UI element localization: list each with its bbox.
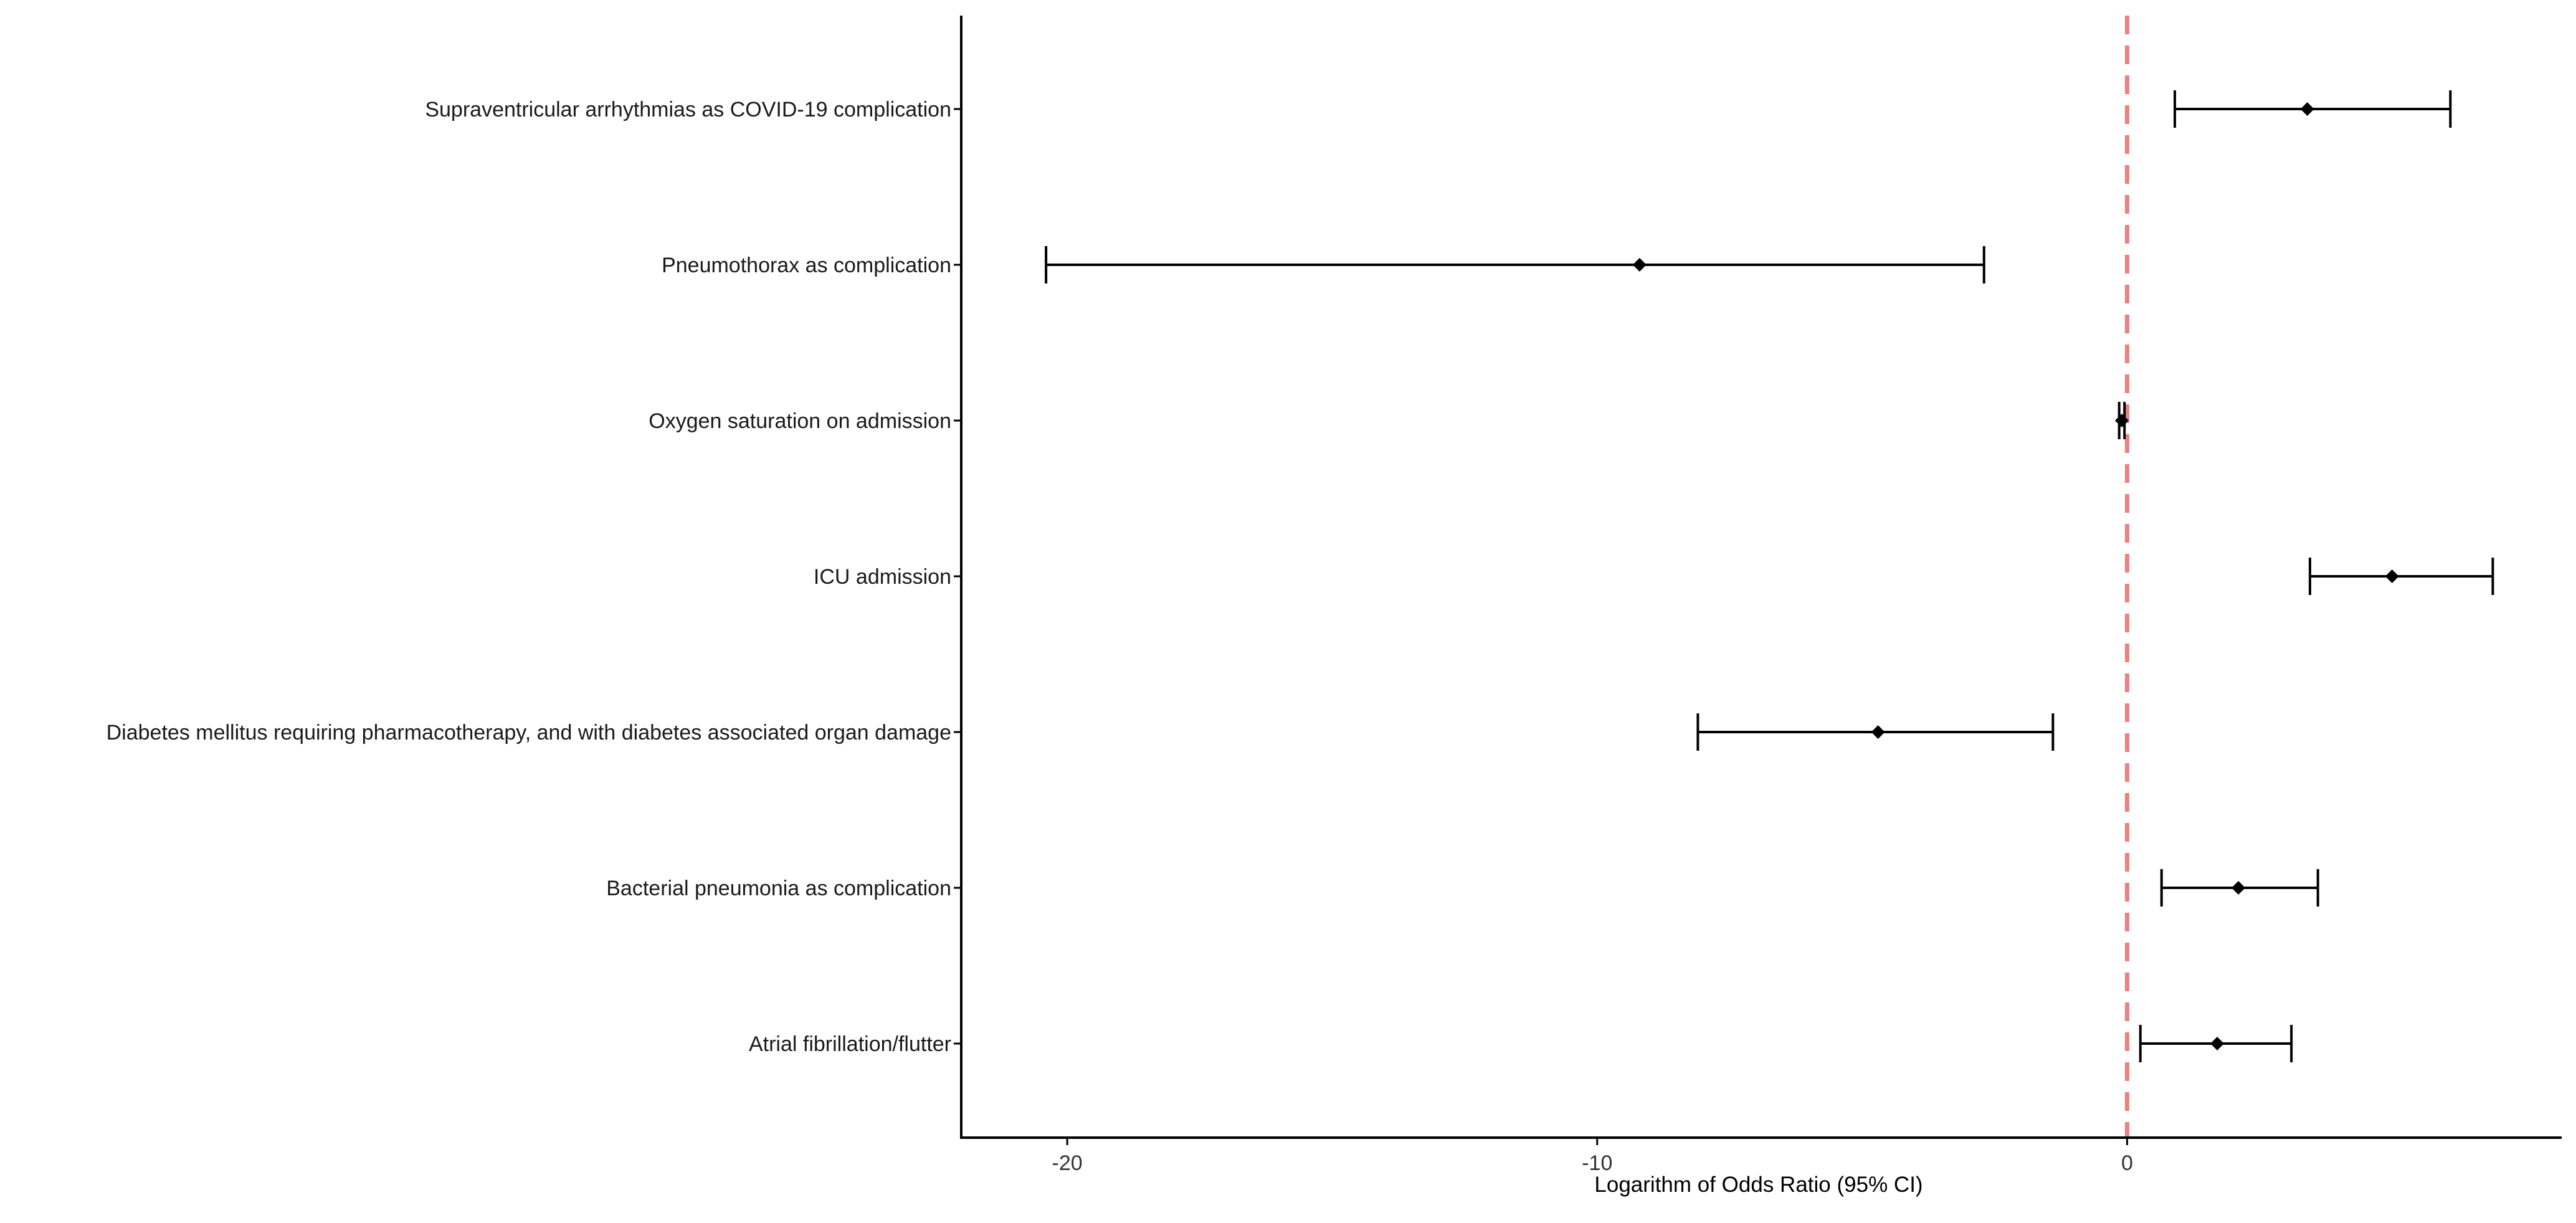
x-ticks-layer: -20 -10 0 [1052,1138,2133,1175]
x-tick-label: 0 [2121,1151,2133,1175]
point-estimate [2114,414,2129,427]
forest-row: Supraventricular arrhythmias as COVID-19… [425,90,2452,128]
x-axis-title: Logarithm of Odds Ratio (95% CI) [1594,1173,1922,1197]
point-estimate [2210,1037,2225,1050]
category-label: Diabetes mellitus requiring pharmacother… [107,721,951,745]
point-estimate [1632,258,1647,272]
forest-row: Oxygen saturation on admission [649,402,2129,439]
category-label: Bacterial pneumonia as complication [606,877,951,900]
category-label: Pneumothorax as complication [662,254,951,277]
forest-row: ICU admission [814,558,2494,595]
rows-layer: Supraventricular arrhythmias as COVID-19… [107,90,2494,1062]
forest-row: Bacterial pneumonia as complication [606,869,2319,907]
point-estimate [2385,569,2399,583]
point-estimate [2231,881,2246,895]
point-estimate [2300,102,2314,116]
x-tick-label: -10 [1582,1151,1612,1175]
x-tick-label: -20 [1052,1151,1083,1175]
category-label: Supraventricular arrhythmias as COVID-19… [425,98,951,121]
point-estimate [1871,725,1885,739]
category-label: Atrial fibrillation/flutter [749,1032,951,1056]
category-label: Oxygen saturation on admission [649,409,951,433]
forest-row: Pneumothorax as complication [662,246,1985,283]
forest-row: Diabetes mellitus requiring pharmacother… [107,713,2055,751]
category-label: ICU admission [814,565,951,589]
forest-row: Atrial fibrillation/flutter [749,1025,2293,1062]
